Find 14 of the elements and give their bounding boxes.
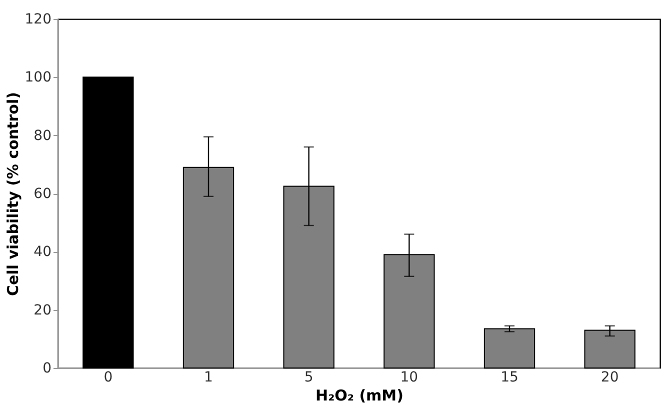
x-tick-label: 15 [500,370,518,386]
y-tick-label: 60 [34,186,52,202]
x-tick-label: 0 [104,370,113,386]
y-tick-label: 80 [34,128,52,144]
x-tick-label: 1 [204,370,213,386]
x-tick-label: 10 [400,370,418,386]
x-axis-title: H₂O₂ (mM) [316,386,404,404]
y-axis-title: Cell viability (% control) [4,92,22,296]
y-tick-label: 100 [24,70,52,86]
x-tick-label: 5 [304,370,314,386]
y-tick-label: 20 [34,302,52,318]
x-tick-label: 20 [600,370,619,386]
y-tick-label: 40 [34,244,52,260]
y-tick-label: 120 [24,12,52,28]
